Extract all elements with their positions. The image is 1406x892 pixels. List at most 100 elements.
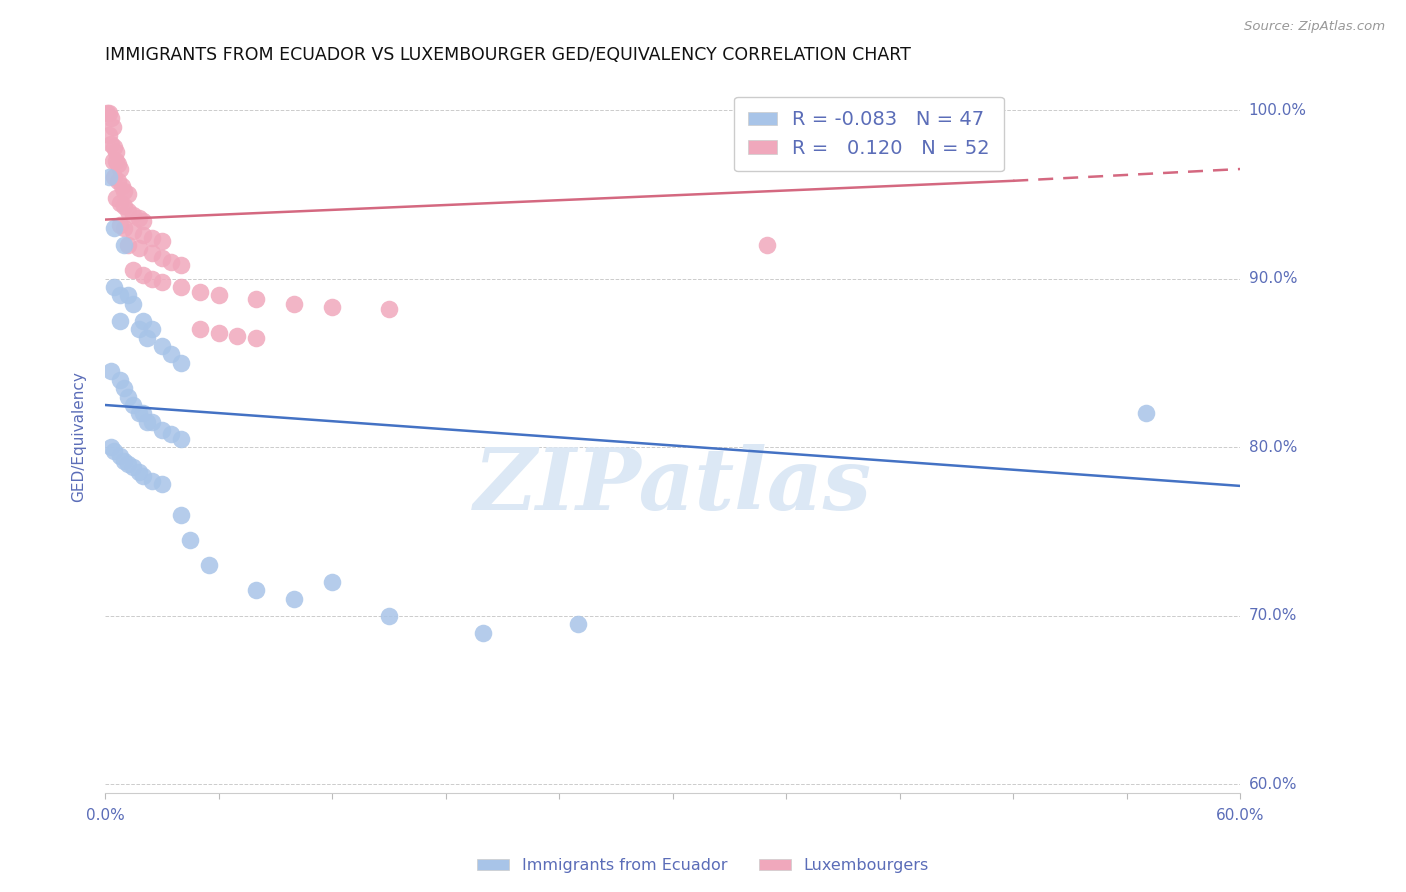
Point [756, 238, 779, 252]
Point [150, 235, 173, 249]
Point [108, 288, 131, 302]
Point [128, 466, 150, 480]
Point [112, 199, 135, 213]
Point [132, 227, 155, 242]
Point [100, 364, 122, 378]
Point [108, 161, 131, 176]
Point [96, 106, 118, 120]
Point [122, 460, 145, 475]
Point [188, 285, 211, 299]
Point [117, 390, 139, 404]
Point [103, 221, 125, 235]
Point [112, 381, 135, 395]
Point [141, 322, 163, 336]
Point [378, 608, 401, 623]
Point [111, 178, 134, 193]
Text: ZIPatlas: ZIPatlas [474, 444, 872, 528]
Text: 60.0%: 60.0% [1249, 777, 1298, 792]
Point [105, 153, 128, 168]
Legend: R = -0.083   N = 47, R =   0.120   N = 52: R = -0.083 N = 47, R = 0.120 N = 52 [734, 96, 1004, 171]
Point [245, 583, 267, 598]
Point [150, 252, 173, 266]
Point [112, 221, 135, 235]
Point [150, 423, 173, 437]
Point [117, 238, 139, 252]
Text: 90.0%: 90.0% [1249, 271, 1298, 286]
Point [132, 214, 155, 228]
Point [188, 322, 211, 336]
Text: 0.0%: 0.0% [86, 808, 124, 823]
Point [150, 339, 173, 353]
Point [132, 314, 155, 328]
Point [198, 558, 221, 573]
Point [135, 415, 157, 429]
Point [97, 128, 120, 143]
Point [100, 112, 122, 126]
Point [378, 301, 401, 316]
Point [207, 288, 229, 302]
Point [97, 106, 120, 120]
Point [160, 347, 183, 361]
Point [321, 300, 343, 314]
Point [132, 406, 155, 420]
Text: 100.0%: 100.0% [1249, 103, 1306, 118]
Point [283, 591, 305, 606]
Point [107, 174, 129, 188]
Point [128, 406, 150, 420]
Point [112, 184, 135, 198]
Point [128, 322, 150, 336]
Point [117, 187, 139, 202]
Point [141, 246, 163, 260]
Text: Source: ZipAtlas.com: Source: ZipAtlas.com [1244, 20, 1385, 33]
Point [132, 268, 155, 283]
Point [170, 432, 193, 446]
Point [112, 453, 135, 467]
Point [128, 241, 150, 255]
Point [107, 157, 129, 171]
Point [122, 207, 145, 221]
Legend: Immigrants from Ecuador, Luxembourgers: Immigrants from Ecuador, Luxembourgers [471, 852, 935, 880]
Point [108, 449, 131, 463]
Point [283, 297, 305, 311]
Point [150, 477, 173, 491]
Point [108, 195, 131, 210]
Point [160, 426, 183, 441]
Point [207, 326, 229, 340]
Point [108, 314, 131, 328]
Point [117, 288, 139, 302]
Point [160, 254, 183, 268]
Point [321, 574, 343, 589]
Text: IMMIGRANTS FROM ECUADOR VS LUXEMBOURGER GED/EQUIVALENCY CORRELATION CHART: IMMIGRANTS FROM ECUADOR VS LUXEMBOURGER … [105, 46, 911, 64]
Point [170, 280, 193, 294]
Point [150, 275, 173, 289]
Point [122, 297, 145, 311]
Point [1135, 406, 1157, 420]
Point [103, 443, 125, 458]
Point [105, 191, 128, 205]
Point [112, 238, 135, 252]
Y-axis label: GED/Equivalency: GED/Equivalency [72, 371, 86, 501]
Text: 80.0%: 80.0% [1249, 440, 1296, 455]
Point [567, 617, 589, 632]
Text: 60.0%: 60.0% [1216, 808, 1264, 823]
Point [117, 457, 139, 471]
Point [179, 533, 201, 547]
Point [108, 373, 131, 387]
Point [103, 170, 125, 185]
Point [105, 145, 128, 160]
Point [132, 468, 155, 483]
Point [170, 356, 193, 370]
Point [100, 136, 122, 151]
Point [103, 280, 125, 294]
Point [141, 231, 163, 245]
Point [170, 508, 193, 522]
Point [245, 292, 267, 306]
Point [117, 204, 139, 219]
Point [170, 258, 193, 272]
Point [108, 218, 131, 232]
Text: 70.0%: 70.0% [1249, 608, 1296, 624]
Point [100, 440, 122, 454]
Point [141, 415, 163, 429]
Point [245, 330, 267, 344]
Point [122, 398, 145, 412]
